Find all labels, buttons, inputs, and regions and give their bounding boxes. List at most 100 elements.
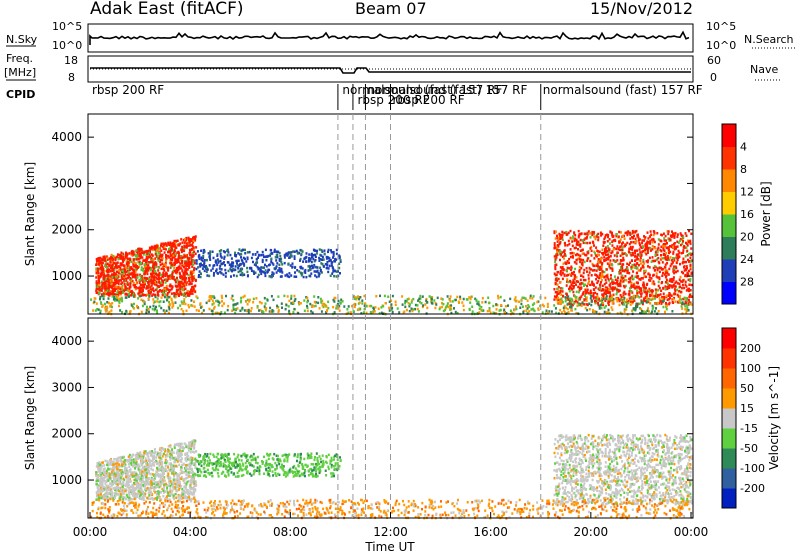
scatter-point (683, 296, 686, 300)
scatter-point (605, 281, 608, 284)
scatter-point (565, 230, 568, 234)
scatter-point (528, 305, 531, 309)
scatter-point (266, 255, 269, 258)
scatter-point (120, 251, 123, 254)
scatter-point (148, 277, 151, 281)
scatter-point (611, 231, 613, 235)
scatter-point (667, 237, 670, 240)
scatter-point (139, 288, 141, 292)
scatter-point (661, 245, 664, 248)
scatter-point (639, 251, 642, 254)
scatter-point (106, 478, 109, 481)
scatter-point (120, 282, 123, 285)
scatter-point (293, 255, 296, 258)
scatter-point (117, 271, 120, 275)
scatter-point (171, 489, 174, 492)
scatter-point (172, 275, 175, 279)
scatter-point (103, 255, 106, 258)
scatter-point (189, 464, 192, 468)
scatter-point (616, 290, 619, 294)
scatter-point (154, 257, 157, 260)
scatter-point (175, 458, 178, 461)
scatter-point (670, 277, 673, 281)
scatter-point (134, 275, 137, 278)
scatter-point (555, 273, 558, 277)
scatter-point (661, 274, 664, 277)
scatter-point (383, 294, 386, 298)
scatter-point (585, 299, 588, 302)
scatter-point (566, 244, 569, 247)
scatter-point (188, 266, 191, 269)
scatter-point (186, 256, 189, 259)
scatter-point (183, 300, 186, 303)
scatter-point (138, 262, 141, 266)
scatter-point (94, 309, 97, 312)
scatter-point (152, 279, 155, 283)
scatter-point (162, 291, 165, 295)
scatter-point (666, 255, 669, 258)
scatter-point (600, 276, 602, 279)
scatter-point (134, 295, 137, 298)
scatter-point (595, 278, 598, 281)
scatter-point (568, 273, 571, 276)
scatter-point (177, 288, 180, 291)
scatter-point (140, 251, 143, 255)
scatter-point (678, 282, 681, 286)
scatter-point (249, 267, 251, 270)
scatter-point (559, 289, 562, 293)
scatter-point (261, 250, 264, 254)
scatter-point (335, 275, 338, 278)
scatter-point (503, 310, 505, 313)
scatter-point (645, 291, 648, 294)
scatter-point (578, 257, 581, 261)
scatter-point (133, 261, 136, 264)
scatter-point (401, 295, 404, 298)
scatter-point (611, 269, 614, 272)
scatter-point (654, 288, 657, 291)
scatter-point (605, 253, 608, 256)
scatter-point (99, 295, 102, 299)
scatter-point (546, 302, 549, 306)
scatter-point (638, 248, 641, 251)
scatter-point (630, 290, 633, 293)
scatter-point (156, 480, 159, 484)
scatter-point (480, 305, 483, 309)
scatter-point (457, 300, 460, 303)
scatter-point (127, 455, 130, 458)
scatter-point (686, 304, 689, 307)
scatter-point (186, 453, 189, 456)
scatter-point (671, 261, 674, 264)
scatter-point (175, 252, 178, 256)
scatter-point (608, 248, 611, 251)
scatter-point (142, 268, 145, 271)
scatter-point (130, 459, 133, 462)
scatter-point (575, 258, 578, 262)
scatter-point (584, 306, 587, 310)
scatter-point (190, 248, 193, 252)
scatter-point (137, 466, 140, 469)
scatter-point (125, 293, 128, 296)
scatter-point (246, 266, 249, 270)
scatter-point (591, 280, 594, 284)
scatter-point (597, 236, 600, 239)
scatter-point (631, 301, 634, 305)
scatter-point (590, 291, 592, 295)
scatter-point (619, 298, 622, 301)
scatter-point (418, 300, 421, 304)
scatter-point (154, 288, 157, 292)
scatter-point (114, 297, 117, 301)
scatter-point (185, 264, 187, 267)
scatter-point (680, 270, 683, 274)
scatter-point (600, 265, 603, 269)
scatter-point (160, 449, 163, 453)
scatter-point (670, 234, 673, 238)
scatter-point (266, 299, 269, 302)
scatter-point (164, 263, 167, 266)
scatter-point (559, 240, 562, 244)
scatter-point (168, 306, 171, 309)
scatter-point (294, 297, 297, 301)
scatter-point (616, 288, 619, 292)
scatter-point (624, 292, 627, 296)
scatter-point (556, 253, 559, 257)
scatter-point (670, 284, 673, 287)
